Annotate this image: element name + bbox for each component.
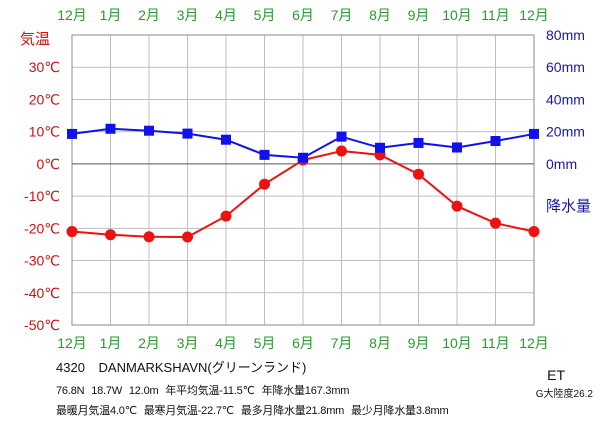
temperature-point: [105, 229, 116, 241]
month-label-bottom: 10月: [442, 335, 472, 351]
precipitation-tick-label: 80mm: [546, 27, 585, 43]
month-label-bottom: 4月: [215, 335, 237, 351]
month-label-bottom: 6月: [292, 335, 314, 351]
temperature-tick-label: 10℃: [29, 124, 60, 140]
precipitation-tick-label: 0mm: [546, 156, 577, 172]
temperature-point: [490, 217, 501, 229]
month-label-top: 4月: [215, 7, 237, 23]
month-label-top: 12月: [519, 7, 549, 23]
station-extremes: 最暖月気温4.0℃ 最寒月気温-22.7℃ 最多月降水量21.8mm 最少月降水…: [56, 402, 452, 418]
month-label-top: 12月: [57, 7, 87, 23]
precipitation-point: [221, 134, 231, 145]
month-label-bottom: 3月: [177, 335, 199, 351]
temperature-point: [336, 145, 347, 157]
month-label-bottom: 1月: [100, 335, 122, 351]
temperature-tick-label: -40℃: [24, 285, 60, 301]
precipitation-point: [413, 137, 424, 148]
month-label-top: 2月: [138, 7, 160, 23]
precipitation-point: [490, 136, 501, 147]
driest-month-precip: 最少月降水量3.8mm: [351, 405, 449, 417]
month-label-top: 9月: [408, 7, 430, 23]
precipitation-point: [144, 125, 154, 136]
month-label-top: 10月: [442, 7, 472, 23]
elevation: 12.0m: [128, 385, 159, 397]
longitude: 18.7W: [91, 385, 123, 397]
month-label-top: 3月: [177, 7, 199, 23]
month-label-bottom: 7月: [331, 335, 353, 351]
temperature-point: [451, 200, 463, 212]
month-label-top: 5月: [254, 7, 276, 23]
month-label-bottom: 11月: [481, 335, 510, 351]
temperature-tick-label: -10℃: [24, 188, 60, 204]
month-label-bottom: 12月: [519, 335, 549, 351]
temperature-tick-label: -20℃: [24, 220, 60, 236]
temperature-point: [528, 226, 540, 238]
station-id: 4320: [56, 360, 85, 375]
climate-code: ET: [547, 367, 565, 383]
coldest-month-temp: 最寒月気温-22.7℃: [143, 405, 234, 417]
temperature-tick-label: 20℃: [29, 91, 60, 107]
wettest-month-precip: 最多月降水量21.8mm: [240, 405, 345, 417]
precipitation-point: [182, 128, 193, 139]
precipitation-point: [298, 152, 308, 163]
precipitation-point: [529, 128, 539, 139]
temperature-tick-label: -30℃: [24, 253, 60, 269]
precipitation-point: [67, 128, 77, 139]
station-name: DANMARKSHAVN(グリーンランド): [98, 360, 307, 375]
month-label-bottom: 5月: [254, 335, 276, 351]
temperature-axis-title: 気温: [20, 31, 50, 48]
station-stats: 76.8N 18.7W 12.0m 年平均気温-11.5℃ 年降水量167.3m…: [56, 382, 353, 398]
continentality-index: G大陸度26.2: [535, 389, 593, 400]
month-label-bottom: 2月: [138, 335, 160, 351]
month-label-top: 8月: [369, 7, 391, 23]
month-label-bottom: 8月: [369, 335, 391, 351]
temperature-point: [182, 231, 193, 243]
latitude: 76.8N: [56, 385, 85, 397]
station-line: 4320 DANMARKSHAVN(グリーンランド): [56, 357, 316, 376]
temperature-point: [143, 231, 155, 243]
temperature-point: [66, 226, 78, 238]
temperature-tick-label: 0℃: [36, 156, 60, 172]
precipitation-point: [375, 142, 385, 153]
month-label-top: 11月: [481, 7, 510, 23]
month-label-top: 1月: [100, 7, 122, 23]
plot-frame: [71, 34, 535, 326]
month-label-top: 7月: [331, 7, 353, 23]
temperature-point: [413, 168, 424, 180]
precipitation-point: [105, 123, 116, 134]
month-label-top: 6月: [292, 7, 314, 23]
precipitation-point: [452, 142, 462, 153]
warmest-month-temp: 最暖月気温4.0℃: [56, 405, 137, 417]
precipitation-point: [259, 149, 270, 160]
precipitation-tick-label: 20mm: [546, 124, 585, 140]
precipitation-point: [336, 131, 347, 142]
annual-mean-temp: 年平均気温-11.5℃: [165, 385, 255, 397]
temperature-tick-label: -50℃: [24, 317, 60, 333]
precipitation-tick-label: 60mm: [546, 59, 585, 75]
temperature-point: [220, 210, 232, 222]
temperature-point: [259, 178, 270, 190]
precipitation-axis-title: 降水量: [546, 198, 591, 215]
month-label-bottom: 9月: [408, 335, 430, 351]
precipitation-tick-label: 40mm: [546, 91, 585, 107]
month-label-bottom: 12月: [57, 335, 87, 351]
annual-precip: 年降水量167.3mm: [261, 385, 350, 397]
temperature-tick-label: 30℃: [29, 59, 60, 75]
